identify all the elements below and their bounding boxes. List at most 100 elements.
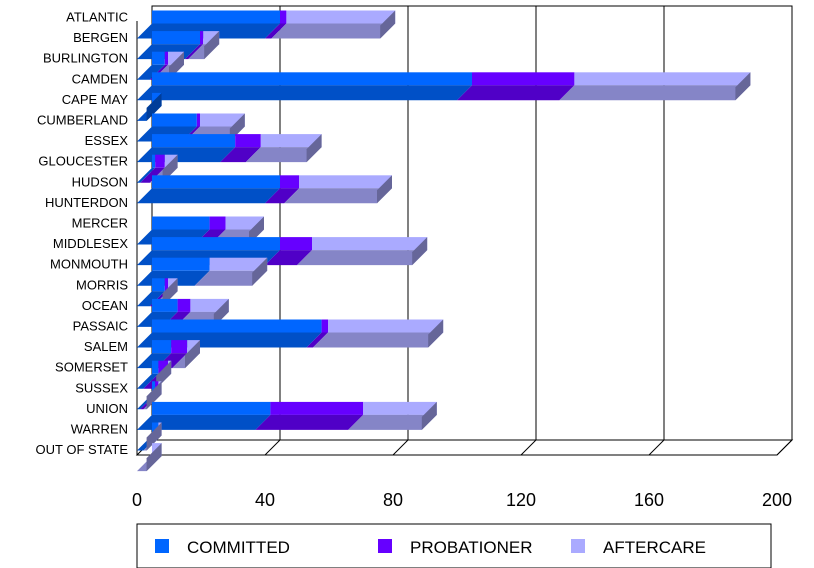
category-label-monmouth: MONMOUTH: [50, 257, 128, 272]
bar-bergen-aftercare: [188, 31, 220, 60]
floor-gridline-200: [776, 439, 793, 456]
x-axis-tick-labels: 0 40 80 120 160 200: [132, 490, 792, 510]
bar-camden-aftercare: [559, 72, 751, 101]
bar-hudson-aftercare-top: [299, 175, 392, 189]
category-label-essex: ESSEX: [85, 133, 129, 148]
category-label-morris: MORRIS: [76, 277, 128, 292]
category-label-warren: WARREN: [71, 422, 128, 437]
legend-swatch-probationer: [378, 539, 392, 553]
bar-essex-aftercare-front: [245, 147, 322, 163]
bar-hudson-committed: [137, 175, 280, 204]
bar-salem-aftercare: [172, 340, 200, 369]
bar-camden-committed: [137, 72, 472, 101]
bar-camden-aftercare-front: [559, 85, 751, 101]
category-label-middlesex: MIDDLESEX: [53, 236, 128, 251]
bar-camden-probationer-front: [457, 85, 575, 101]
x-tick-label-80: 80: [383, 490, 403, 510]
category-label-cumberland: CUMBERLAND: [37, 113, 128, 128]
bar-camden-probationer: [457, 72, 575, 101]
bar-cumberland-aftercare-top: [200, 113, 245, 127]
bar-hudson-probationer-top: [280, 175, 300, 189]
legend-swatch-committed: [155, 539, 169, 553]
bar-union-aftercare: [348, 401, 437, 430]
bar-camden-aftercare-end: [735, 72, 751, 101]
bar-salem-committed-top: [152, 340, 172, 354]
bar-somerset-committed-top: [152, 360, 159, 374]
bar-atlantic-probationer: [265, 10, 287, 39]
bar-burlington-committed-top: [152, 51, 165, 65]
bar-passaic-probationer-front: [306, 332, 328, 348]
bar-essex-committed-top: [152, 134, 236, 148]
floor-gridline-80: [392, 439, 409, 456]
bar-passaic-aftercare-front: [313, 332, 444, 348]
category-labels: ATLANTIC BERGEN BURLINGTON CAMDEN CAPE MAY CU…: [36, 10, 129, 458]
bar-sussex-aftercare: [143, 381, 162, 410]
bar-bergen-committed-top: [152, 31, 200, 45]
bar-essex-probationer: [220, 134, 261, 163]
bar-cumberland-probationer-top: [196, 113, 200, 127]
bar-morris-probationer-top: [164, 278, 168, 292]
category-label-ocean: OCEAN: [82, 298, 128, 313]
x-tick-label-0: 0: [132, 490, 142, 510]
x-tick-label-160: 160: [634, 490, 664, 510]
bar-camden-committed-top: [152, 72, 472, 86]
category-label-salem: SALEM: [84, 339, 128, 354]
bar-mercer-committed-top: [152, 216, 210, 230]
bar-middlesex-probationer-top: [280, 237, 312, 251]
bar-bergen-probationer-front: [185, 44, 204, 60]
bar-atlantic-aftercare-end: [380, 10, 396, 39]
category-label-somerset: SOMERSET: [55, 360, 128, 375]
bar-passaic-aftercare: [313, 319, 444, 348]
bar-burlington-committed-front: [137, 64, 165, 80]
bar-salem-committed: [137, 340, 172, 369]
bars: [137, 10, 751, 472]
bar-middlesex-committed-top: [152, 237, 280, 251]
bar-morris-committed-top: [152, 278, 165, 292]
bar-ocean-probationer-top: [177, 298, 191, 312]
bar-monmouth-aftercare-end: [252, 257, 268, 286]
bar-atlantic-probationer-front: [265, 23, 287, 39]
x-tick-label-40: 40: [255, 490, 275, 510]
bar-passaic-probationer: [306, 319, 328, 348]
category-label-hudson: HUDSON: [72, 174, 128, 189]
floor-gridline-40: [264, 439, 281, 456]
bar-camden-aftercare-top: [574, 72, 751, 86]
bar-hudson-aftercare-front: [284, 188, 392, 204]
bar-union-committed: [137, 401, 271, 430]
bar-gloucester-probationer-front: [140, 167, 165, 183]
bar-hudson-committed-top: [152, 175, 280, 189]
bar-middlesex-aftercare-end: [412, 237, 428, 266]
floor-gridline-160: [648, 439, 665, 456]
bar-warren-aftercare-end: [146, 422, 162, 451]
bar-ocean-committed: [137, 298, 178, 327]
bar-salem-committed-front: [137, 353, 172, 369]
bar-salem-probationer-top: [171, 340, 188, 354]
bar-essex-aftercare-top: [260, 134, 322, 148]
bar-somerset-probationer-top: [158, 360, 168, 374]
bar-cumberland-committed-top: [152, 113, 197, 127]
bar-union-probationer: [255, 401, 364, 430]
bar-morris-committed-front: [137, 291, 165, 307]
bar-bergen-aftercare-end: [204, 31, 220, 60]
bar-cape-may-committed-end: [146, 92, 162, 121]
bar-gloucester-committed: [137, 154, 156, 183]
bar-atlantic-committed-top: [152, 10, 280, 24]
bar-atlantic-probationer-top: [280, 10, 287, 24]
bar-monmouth-aftercare-top: [209, 257, 268, 271]
bar-middlesex-aftercare: [297, 237, 428, 266]
bar-out-of-state-aftercare: [137, 443, 162, 472]
floor-gridline-120: [520, 439, 537, 456]
category-label-atlantic: ATLANTIC: [66, 10, 128, 25]
bar-gloucester-committed-top: [152, 154, 156, 168]
bar-essex-probationer-front: [220, 147, 261, 163]
bar-out-of-state-aftercare-end: [146, 443, 162, 472]
bar-union-aftercare-top: [363, 401, 437, 415]
bar-union-aftercare-end: [421, 401, 437, 430]
bar-hudson-aftercare: [284, 175, 392, 204]
legend-box: [136, 523, 772, 568]
bar-somerset-committed: [137, 360, 159, 389]
category-label-burlington: BURLINGTON: [43, 51, 128, 66]
category-label-bergen: BERGEN: [73, 30, 128, 45]
legend-label-aftercare: AFTERCARE: [603, 538, 706, 557]
bar-hudson-committed-front: [137, 188, 280, 204]
